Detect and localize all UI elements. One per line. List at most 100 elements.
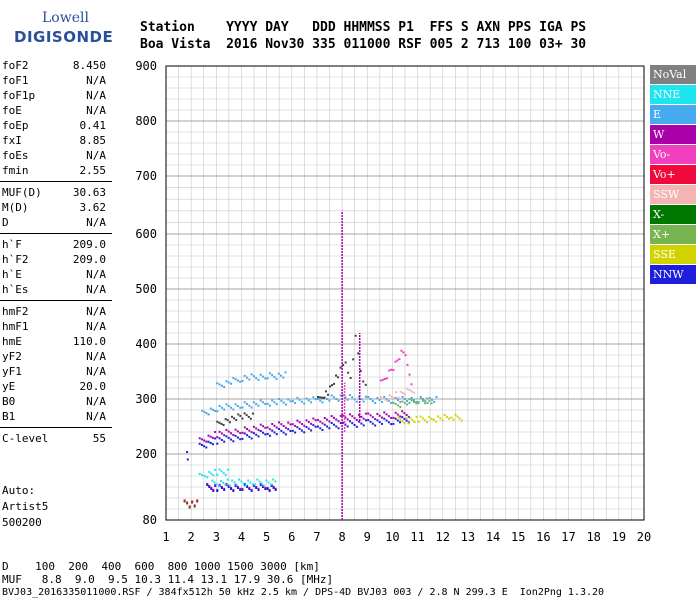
echo-point	[401, 400, 404, 403]
echo-point	[399, 418, 402, 421]
echo-point	[216, 420, 219, 423]
echo-point	[428, 397, 431, 399]
y-tick-label: 600	[135, 227, 157, 241]
echo-point	[323, 417, 326, 419]
echo-point	[344, 423, 347, 426]
echo-point	[254, 483, 257, 486]
echo-point	[223, 408, 226, 411]
echo-point	[374, 402, 377, 404]
echo-point	[323, 423, 326, 426]
echo-point	[344, 396, 347, 399]
echo-point	[312, 424, 315, 427]
echo-point	[426, 421, 429, 424]
echo-point	[417, 402, 420, 404]
param-value: N/A	[86, 283, 106, 296]
echo-point	[274, 487, 277, 490]
x-tick-label: 6	[288, 530, 295, 544]
echo-point	[266, 486, 269, 489]
echo-point	[230, 432, 233, 435]
echo-point	[230, 382, 233, 385]
echo-point	[405, 419, 408, 422]
y-tick-label: 300	[135, 392, 157, 406]
echo-point	[248, 429, 251, 432]
echo-point	[255, 377, 258, 380]
echo-point	[249, 417, 252, 420]
echo-point	[282, 401, 285, 404]
echo-point	[380, 401, 383, 403]
echo-point	[443, 414, 446, 417]
echo-point	[401, 410, 404, 413]
echo-point	[214, 468, 217, 471]
echo-point	[257, 487, 260, 490]
echo-point	[209, 407, 212, 410]
echo-point	[296, 419, 299, 422]
echo-point	[259, 373, 262, 376]
echo-point	[273, 375, 276, 378]
param-row: h`F2 209.0	[0, 252, 112, 267]
echo-point	[232, 490, 235, 492]
echo-point	[426, 402, 429, 404]
param-row: D N/A	[0, 215, 112, 230]
echo-point	[241, 406, 244, 409]
echo-point	[401, 396, 404, 398]
param-row: B1 N/A	[0, 409, 112, 424]
param-value: N/A	[86, 149, 106, 162]
echo-point	[300, 400, 303, 403]
echo-point	[200, 438, 203, 441]
echo-point	[353, 398, 356, 401]
param-name: B0	[2, 395, 16, 408]
echo-point	[397, 416, 400, 419]
echo-point	[235, 418, 238, 421]
echo-point	[268, 404, 271, 407]
x-tick-label: 13	[461, 530, 475, 544]
echo-point	[232, 434, 235, 436]
param-name: foEp	[2, 119, 29, 132]
echo-point	[330, 415, 333, 418]
param-name: yE	[2, 380, 16, 393]
echo-point	[346, 398, 349, 401]
echo-point	[439, 417, 442, 420]
echo-point	[226, 468, 229, 471]
echo-point	[362, 424, 365, 427]
param-value: N/A	[86, 89, 106, 102]
echo-point	[234, 485, 237, 487]
x-tick-label: 20	[637, 530, 651, 544]
echo-point	[430, 399, 433, 401]
echo-point	[186, 451, 189, 453]
echo-point	[321, 422, 324, 425]
echo-point	[246, 403, 249, 405]
echo-point	[353, 417, 356, 420]
echo-point	[385, 413, 388, 416]
echo-point	[275, 403, 278, 406]
echo-point	[326, 398, 329, 400]
echo-point	[248, 378, 251, 381]
echo-point	[250, 490, 253, 492]
echo-point	[333, 382, 336, 385]
echo-point	[278, 398, 281, 400]
echo-point	[262, 375, 265, 378]
echo-point	[210, 472, 213, 475]
echo-point	[412, 391, 415, 394]
echo-point	[337, 376, 340, 379]
echo-point	[248, 488, 251, 490]
echo-point	[380, 416, 383, 419]
echo-point	[280, 429, 283, 432]
echo-point	[314, 425, 317, 428]
param-value: 110.0	[72, 335, 106, 348]
echo-point	[342, 421, 345, 424]
echo-point	[273, 431, 276, 434]
echo-point	[448, 417, 451, 420]
echo-point	[278, 421, 281, 424]
echo-point	[339, 394, 342, 397]
echo-point	[371, 400, 374, 402]
echo-point	[223, 440, 226, 443]
echo-point	[307, 427, 310, 430]
echo-point	[364, 395, 367, 398]
echo-point	[247, 415, 250, 418]
echo-point	[225, 380, 228, 383]
echo-point	[314, 419, 317, 422]
echo-point	[403, 402, 406, 404]
param-value: 0.41	[79, 119, 107, 132]
echo-point	[248, 404, 251, 407]
echo-point	[198, 473, 201, 475]
